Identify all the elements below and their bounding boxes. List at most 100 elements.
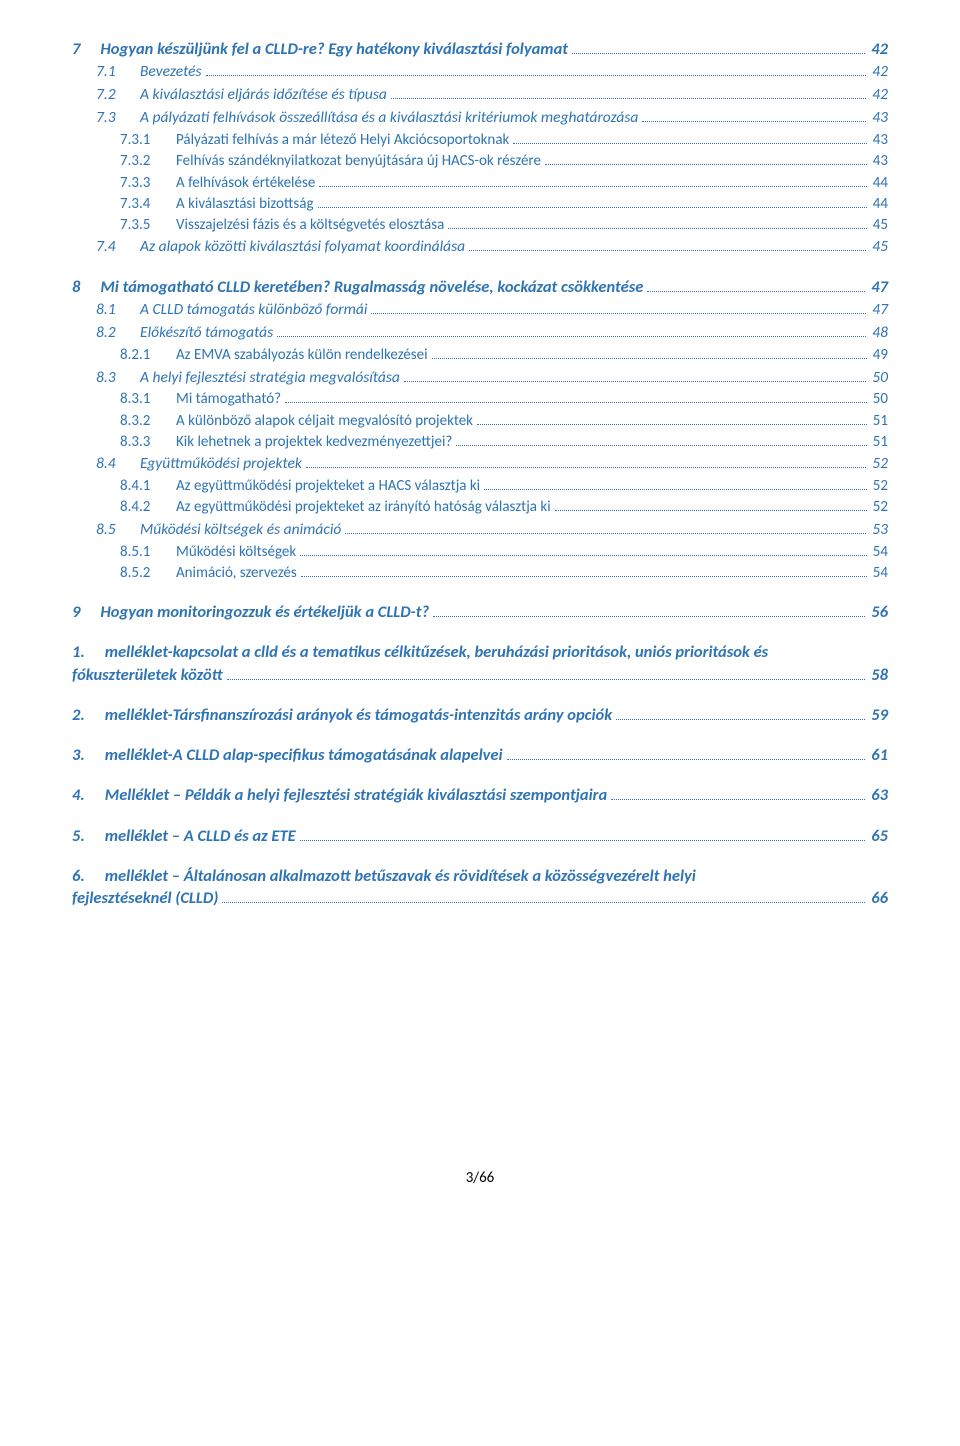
toc-leader-dots (432, 347, 867, 359)
toc-entry: 8.4Együttműködési projektek52 (72, 454, 888, 475)
toc-entry: 7.3.3A felhívások értékelése44 (72, 173, 888, 193)
toc-entry: 7.2A kiválasztási eljárás időzítése és t… (72, 85, 888, 106)
toc-entry: 4.Melléklet – Példák a helyi fejlesztési… (72, 784, 888, 806)
toc-leader-dots (318, 196, 867, 208)
toc-leader-dots (285, 391, 867, 403)
toc-leader-dots (484, 478, 867, 490)
toc-label: Bevezetés (140, 62, 202, 83)
toc-leader-dots (513, 132, 866, 144)
toc-label: Előkészítő támogatás (140, 323, 273, 344)
toc-label: fejlesztéseknél (CLLD) (72, 887, 218, 909)
toc-entry: 7.1Bevezetés 42 (72, 62, 888, 83)
toc-label: Az EMVA szabályozás külön rendelkezései (176, 345, 428, 365)
toc-entry: 8Mi támogatható CLLD keretében? Rugalmas… (72, 276, 888, 298)
toc-number: 8.4 (96, 454, 140, 475)
toc-number: 8.4.2 (120, 497, 176, 517)
toc-number: 5. (72, 825, 105, 847)
toc-entry: 8.4.2Az együttműködési projekteket az ir… (72, 497, 888, 517)
toc-page-number: 52 (871, 497, 888, 517)
page-footer: 3/66 (72, 1169, 888, 1187)
toc-entry: 7.3.2Felhívás szándéknyilatkozat benyújt… (72, 151, 888, 171)
toc-page-number: 66 (869, 887, 888, 909)
toc-number: 7.2 (96, 85, 140, 106)
toc-leader-dots (345, 521, 866, 533)
toc-label: Melléklet – Példák a helyi fejlesztési s… (105, 784, 607, 806)
toc-leader-dots (277, 325, 866, 337)
toc-label: Az együttműködési projekteket az irányít… (176, 497, 551, 517)
toc-page-number: 51 (871, 411, 888, 431)
toc-entry: 8.2Előkészítő támogatás 48 (72, 323, 888, 344)
toc-leader-dots (371, 302, 866, 314)
toc-leader-dots (477, 413, 867, 425)
toc-page-number: 47 (870, 300, 888, 321)
toc-leader-dots (206, 64, 867, 76)
toc-number: 6. (72, 865, 105, 887)
toc-entry: 7.3.5Visszajelzési fázis és a költségvet… (72, 215, 888, 235)
table-of-contents: 7Hogyan készüljünk fel a CLLD-re? Egy ha… (72, 38, 888, 909)
toc-leader-dots (456, 434, 866, 446)
toc-number: 7.3.2 (120, 151, 176, 171)
toc-page-number: 50 (871, 389, 888, 409)
toc-label: Mi támogatható CLLD keretében? Rugalmass… (100, 276, 643, 298)
toc-label: A CLLD támogatás különböző formái (140, 300, 367, 321)
toc-number: 8.2.1 (120, 345, 176, 365)
toc-page-number: 51 (871, 432, 888, 452)
toc-leader-dots (301, 565, 867, 577)
toc-number: 3. (72, 744, 105, 766)
toc-page-number: 65 (869, 825, 888, 847)
toc-page-number: 52 (871, 476, 888, 496)
toc-page-number: 48 (870, 323, 888, 344)
toc-leader-dots (306, 456, 866, 468)
toc-leader-dots (391, 87, 866, 99)
toc-number: 8.5.1 (120, 542, 176, 562)
toc-entry: 5.melléklet – A CLLD és az ETE65 (72, 825, 888, 847)
toc-entry-wrapped: 6.melléklet – Általánosan alkalmazott be… (72, 865, 888, 910)
toc-number: 4. (72, 784, 105, 806)
toc-leader-dots (319, 175, 866, 187)
toc-number: 7.4 (96, 237, 140, 258)
toc-page-number: 42 (870, 62, 888, 83)
toc-number: 7.3.5 (120, 215, 176, 235)
toc-number: 9 (72, 601, 100, 623)
toc-leader-dots (448, 217, 866, 229)
toc-entry: 7.4Az alapok közötti kiválasztási folyam… (72, 237, 888, 258)
toc-label: Pályázati felhívás a már létező Helyi Ak… (176, 130, 509, 150)
toc-leader-dots (300, 544, 867, 556)
toc-entry: 7.3.1Pályázati felhívás a már létező Hel… (72, 130, 888, 150)
toc-number: 7.1 (96, 62, 140, 83)
toc-entry: 3.melléklet-A CLLD alap-specifikus támog… (72, 744, 888, 766)
toc-leader-dots (642, 110, 866, 122)
toc-entry: 8.3.1Mi támogatható?50 (72, 389, 888, 409)
toc-number: 8.5.2 (120, 563, 176, 583)
toc-label: A kiválasztási bizottság (176, 194, 314, 214)
toc-page-number: 44 (871, 194, 888, 214)
toc-number: 8.3 (96, 368, 140, 389)
toc-leader-dots (404, 369, 866, 381)
toc-entry-wrapped: 1.melléklet-kapcsolat a clld és a temati… (72, 641, 888, 686)
toc-leader-dots (647, 279, 865, 292)
toc-number: 8.2 (96, 323, 140, 344)
toc-label: Visszajelzési fázis és a költségvetés el… (176, 215, 444, 235)
toc-leader-dots (227, 666, 866, 679)
toc-entry: 7Hogyan készüljünk fel a CLLD-re? Egy ha… (72, 38, 888, 60)
toc-number: 7.3.3 (120, 173, 176, 193)
toc-label: Az alapok közötti kiválasztási folyamat … (140, 237, 465, 258)
toc-leader-dots (611, 787, 865, 800)
toc-page-number: 54 (871, 563, 888, 583)
toc-leader-dots (300, 827, 866, 840)
toc-page-number: 63 (869, 784, 888, 806)
toc-number: 7.3 (96, 108, 140, 129)
toc-label: A különböző alapok céljait megvalósító p… (176, 411, 473, 431)
toc-entry: 8.3.3Kik lehetnek a projektek kedvezmény… (72, 432, 888, 452)
toc-page-number: 42 (870, 85, 888, 106)
toc-label: Hogyan monitoringozzuk és értékeljük a C… (100, 601, 429, 623)
toc-entry: 2.melléklet-Társfinanszírozási arányok é… (72, 704, 888, 726)
toc-entry: 8.5Működési költségek és animáció53 (72, 520, 888, 541)
toc-label: Működési költségek és animáció (140, 520, 341, 541)
toc-number: 7.3.1 (120, 130, 176, 150)
toc-page-number: 52 (870, 454, 888, 475)
toc-entry-line2: fókuszterületek között58 (72, 664, 888, 686)
toc-page-number: 59 (869, 704, 888, 726)
toc-number: 8.3.2 (120, 411, 176, 431)
toc-page-number: 49 (871, 345, 888, 365)
